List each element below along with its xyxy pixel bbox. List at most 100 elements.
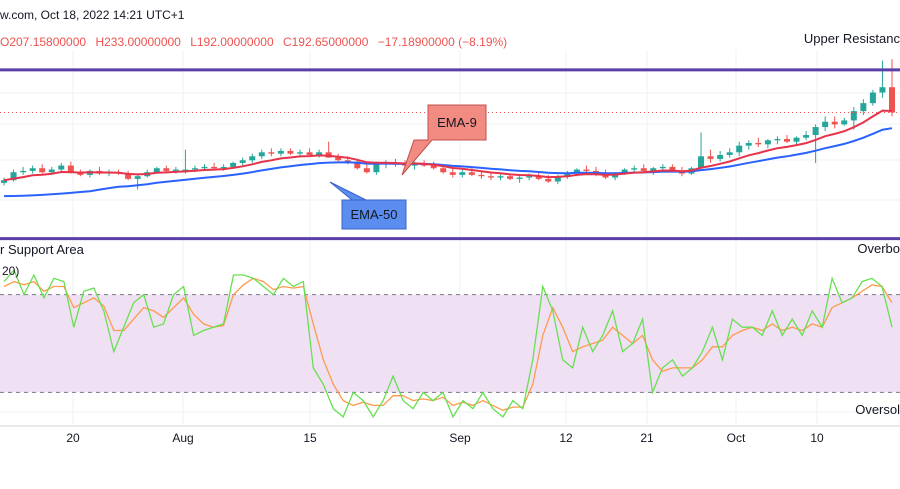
candle-body (220, 166, 227, 169)
candle-body (39, 168, 46, 173)
candle-body (783, 139, 790, 142)
candle-body (29, 168, 36, 171)
ohlc-readout: O207.15800000 H233.00000000 L192.0000000… (0, 35, 513, 49)
candle-body (507, 176, 514, 179)
open-value: O207.15800000 (0, 35, 87, 49)
candle-body (707, 156, 714, 159)
stochastic-setting-label: 20) (2, 264, 20, 278)
candle-body (10, 172, 17, 181)
candle-body (459, 172, 466, 175)
stochastic-d-line (3, 277, 893, 411)
candle-body (497, 176, 504, 178)
candle-body (745, 143, 752, 146)
chart-header: w.com, Oct 18, 2022 14:21 UTC+1 (0, 8, 185, 22)
candle-body (297, 152, 303, 154)
candle-body (822, 121, 829, 128)
candle-body (621, 169, 628, 174)
candle-body (182, 169, 189, 171)
candle-body (20, 170, 27, 173)
x-tick-label: 15 (303, 431, 317, 445)
candle-body (860, 103, 867, 112)
candle-body (516, 177, 523, 179)
x-tick-label: Sep (449, 431, 471, 445)
candle-body (258, 152, 265, 157)
candle-body (191, 168, 198, 170)
candle-body (850, 111, 857, 121)
close-value: C192.65000000 (282, 35, 369, 49)
candle-body (831, 121, 838, 125)
candle-body (478, 174, 485, 177)
candle-body (306, 152, 313, 155)
candle-body (669, 166, 676, 171)
candle-body (869, 92, 876, 104)
candle-body (573, 169, 580, 174)
high-value: H233.00000000 (95, 35, 181, 49)
candle-body (153, 168, 160, 173)
candle-body (134, 176, 141, 179)
x-tick-label: 12 (559, 431, 573, 445)
candle-body (211, 166, 218, 169)
support-area-label: r Support Area (0, 242, 84, 257)
x-tick-label: 10 (810, 431, 824, 445)
candle-body (764, 140, 771, 145)
candle-body (163, 168, 170, 171)
stochastic-k-line (3, 268, 893, 419)
overbought-label: Overbo (857, 241, 900, 256)
candle-body (545, 178, 552, 182)
candle-body (48, 169, 55, 173)
candle-body (889, 87, 895, 113)
ema9-callout-box (401, 104, 487, 176)
ema50-line (3, 127, 893, 198)
candle-body (277, 150, 284, 154)
candle-body (287, 150, 294, 154)
candle-body (354, 161, 361, 169)
ema50-callout-box (329, 181, 407, 230)
candle-body (841, 120, 848, 125)
candle-body (373, 164, 380, 173)
candle-body (468, 172, 475, 175)
candle-body (344, 160, 351, 162)
upper-resistance-label: Upper Resistanc (803, 31, 900, 46)
candle-body (201, 166, 208, 169)
candle-body (554, 176, 561, 182)
candle-body (526, 176, 533, 178)
candle-body (631, 168, 638, 170)
candle-body (717, 154, 724, 159)
ema9-callout-label: EMA-9 (437, 115, 477, 130)
candle-body (736, 145, 743, 153)
candle-body (535, 176, 542, 179)
candle-body (449, 172, 456, 175)
candle-body (335, 157, 342, 161)
candle-body (440, 168, 447, 173)
candle-body (249, 156, 256, 161)
change-value: −17.18900000 (−8.19%) (377, 35, 508, 49)
x-tick-label: Oct (726, 431, 746, 445)
candle-body (239, 160, 246, 163)
candle-body (1, 180, 7, 183)
x-tick-label: 21 (640, 431, 654, 445)
candle-body (650, 168, 657, 171)
x-tick-label: 20 (66, 431, 80, 445)
candle-body (774, 139, 781, 141)
candle-body (125, 173, 132, 179)
candle-body (487, 176, 494, 178)
candle-body (564, 173, 571, 177)
x-tick-label: Aug (172, 431, 194, 445)
candle-body (172, 169, 179, 171)
candle-body (67, 165, 74, 173)
candle-body (879, 87, 886, 93)
candle-body (803, 135, 810, 138)
candle-body (698, 156, 705, 169)
candle-body (659, 166, 666, 169)
candle-body (268, 152, 275, 154)
stochastic-band (0, 294, 900, 393)
candle-body (363, 168, 370, 173)
candle-body (793, 137, 800, 142)
candle-body (640, 168, 647, 171)
ema9-line (3, 109, 893, 182)
candle-body (58, 165, 65, 170)
candle-body (726, 152, 733, 155)
candle-body (812, 127, 819, 136)
ema50-callout-label: EMA-50 (351, 207, 398, 222)
